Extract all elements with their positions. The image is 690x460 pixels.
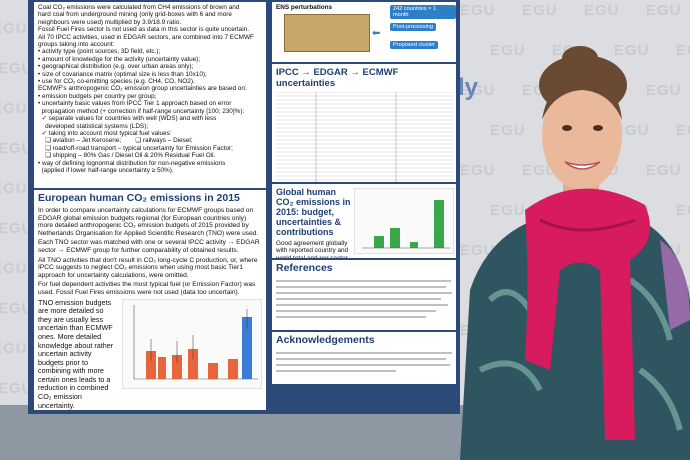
intro-text: Coal CO₂ emissions were calculated from … <box>38 4 262 174</box>
paragraph: Each TNO sector was matched with one or … <box>38 239 260 254</box>
logo: EGU <box>584 2 620 19</box>
section3-panel: Global human CO₂ emissions in 2015: budg… <box>270 182 458 260</box>
section3-text: Good agreement globally with reported co… <box>276 240 349 258</box>
section-title: References <box>276 262 333 274</box>
acknowledgements-panel: Acknowledgements <box>270 330 458 386</box>
scarf <box>525 188 650 440</box>
banner-fragment: ly <box>458 74 479 101</box>
table-image <box>276 91 454 182</box>
text-line: (applied if lower half-range uncertainty… <box>38 166 174 174</box>
logo: EGU <box>614 122 650 139</box>
text-line: neighbours were used) multiplied by 3.9/… <box>38 18 182 26</box>
logo: EGU <box>0 220 34 237</box>
text-line: propagation method (+ correction if half… <box>38 107 245 115</box>
logo: EGU <box>646 82 682 99</box>
map-image <box>284 14 370 52</box>
side-text: TNO emission budgets are more detailed s… <box>38 297 114 410</box>
text-line: ✓ taking into account most typical fuel … <box>38 129 172 137</box>
diagram-box: 242 countries × 1 month <box>390 5 456 19</box>
chart-image <box>122 298 262 389</box>
section1-panel: European human CO₂ emissions in 2015 In … <box>32 188 268 412</box>
text-line: ECMWF's anthropogenic CO₂ emission group… <box>38 85 247 93</box>
logo: EGU <box>522 162 558 179</box>
text-line: Fossil Fuel Fires sector is not used as … <box>38 26 249 34</box>
logo: EGU <box>522 2 558 19</box>
section-title: Acknowledgements <box>276 334 375 346</box>
paragraph: All TNO activities that don't result in … <box>38 256 258 279</box>
references-panel: References <box>270 258 458 332</box>
diagram-panel: ENS perturbations ⬅ 242 countries × 1 mo… <box>270 0 458 64</box>
logo: EGU <box>646 2 682 19</box>
logo: EGU <box>490 202 526 219</box>
text-line: • amount of knowledge for the activity (… <box>38 55 201 63</box>
text-line: ❑ aviation – Jet Kerosene; ❑ railways – … <box>38 137 193 145</box>
diagram-box: Proposed cluster <box>390 41 438 49</box>
text-line: • way of defining lognormal distribution… <box>38 159 226 167</box>
text-line: • uncertainty basic values from IPCC Tie… <box>38 100 232 108</box>
text-line: • emission budgets per country per group… <box>38 92 157 100</box>
logo: EGU <box>0 380 34 397</box>
logo: EGU <box>0 100 28 117</box>
person <box>460 46 690 460</box>
logo: EGU <box>0 300 34 317</box>
text-line: • geographical distribution (e.g. over u… <box>38 63 194 71</box>
logo: EGU <box>646 162 682 179</box>
section-title: Global human CO₂ emissions in 2015: budg… <box>276 187 351 237</box>
text-line: • use for CO₂ co-emitting species (e.g. … <box>38 78 195 86</box>
text-line: All 70 IPCC activities, used in EDGAR se… <box>38 33 254 41</box>
text-line: Coal CO₂ emissions were calculated from … <box>38 4 240 11</box>
logo: EGU <box>0 60 34 77</box>
diagram-box: Post-processing <box>390 23 437 31</box>
intro-panel: Coal CO₂ emissions were calculated from … <box>32 0 268 190</box>
reference-lines <box>276 280 452 318</box>
logo: EGU <box>0 180 28 197</box>
text-line: hard coal from underground mining (only … <box>38 11 232 19</box>
arrow: ⬅ <box>372 28 381 39</box>
logo: EGU <box>0 140 34 157</box>
text-line: ❑ road/off-road transport – typical unce… <box>38 144 233 152</box>
acknowledgement-lines <box>276 352 452 372</box>
text-line: ✓ separate values for countries with wel… <box>38 115 217 123</box>
chart-image <box>354 188 454 254</box>
logo: EGU <box>614 42 650 59</box>
paragraph: For fuel dependent activities the most t… <box>38 281 256 296</box>
logo: EGU <box>460 242 496 259</box>
logo: EGU <box>460 2 496 19</box>
logo: EGU <box>676 202 690 219</box>
logo: EGU <box>676 122 690 139</box>
text-line: • activity type (point sources, 3D field… <box>38 48 161 56</box>
section2-panel: IPCC → EDGAR → ECMWF uncertainties <box>270 62 458 184</box>
logo: EGU <box>0 20 28 37</box>
logo: EGU <box>676 42 690 59</box>
logo: EGU <box>490 42 526 59</box>
paragraph: In order to compare uncertainty calculat… <box>38 207 259 237</box>
logo: EGU <box>0 340 28 357</box>
logo: EGU <box>460 82 496 99</box>
logo: EGU <box>490 122 526 139</box>
diagram-label: ENS perturbations <box>276 4 333 11</box>
section-title: IPCC → EDGAR → ECMWF uncertainties <box>276 67 399 89</box>
text-line: developed statistical systems (LDS); <box>38 122 149 130</box>
text-line: • size of covariance matrix (optimal siz… <box>38 70 207 78</box>
section-title: European human CO₂ emissions in 2015 <box>38 192 240 204</box>
section1-text: In order to compare uncertainty calculat… <box>38 207 262 297</box>
text-line: groups taking into account: <box>38 41 115 49</box>
text-line: ❑ shipping – 80% Gas / Diesel Oil & 20% … <box>38 152 216 160</box>
face <box>542 80 622 190</box>
logo: EGU <box>460 162 496 179</box>
logo: EGU <box>0 260 28 277</box>
